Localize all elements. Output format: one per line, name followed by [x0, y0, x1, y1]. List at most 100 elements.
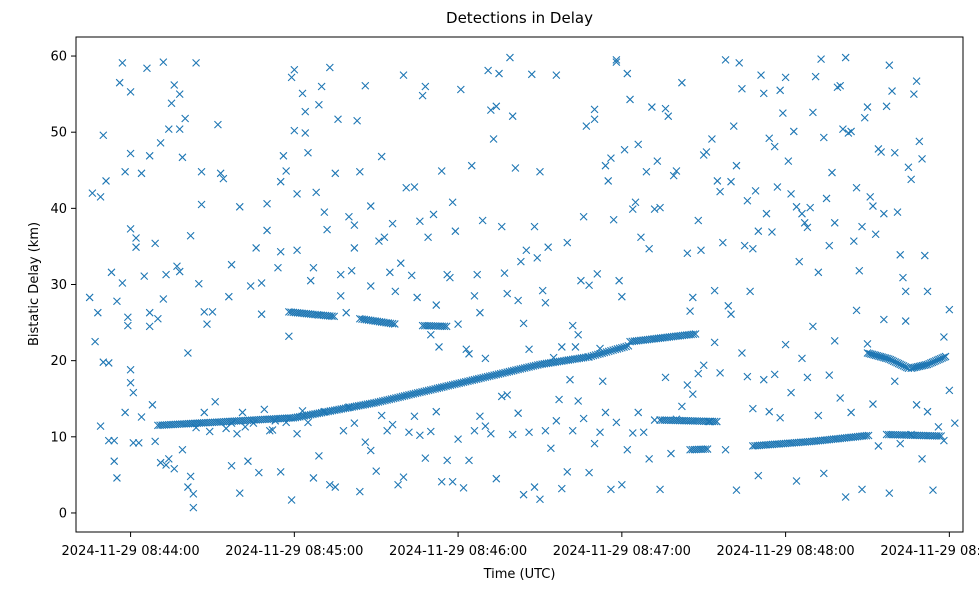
data-point [541, 298, 550, 307]
data-point [429, 210, 438, 219]
data-point [347, 266, 356, 275]
data-point [175, 267, 184, 276]
data-point [380, 233, 389, 242]
data-point [301, 107, 310, 116]
data-point [91, 337, 99, 346]
data-point [702, 148, 711, 156]
data-point [541, 426, 550, 435]
x-tick-label: 2024-11-29 08:48:00 [717, 544, 855, 559]
data-point [481, 422, 490, 431]
data-point [623, 445, 632, 454]
data-point [170, 464, 179, 473]
data-point [470, 426, 479, 435]
data-point [623, 69, 632, 78]
y-tick-label: 0 [59, 506, 67, 521]
data-point [361, 438, 370, 447]
data-point [435, 343, 443, 351]
data-point [622, 342, 631, 351]
data-point [855, 266, 864, 275]
data-point [770, 370, 779, 379]
data-point [233, 429, 241, 438]
data-point [858, 222, 866, 231]
data-point [746, 287, 755, 296]
data-point [817, 55, 825, 63]
data-point [132, 234, 140, 242]
data-point [227, 260, 236, 269]
data-point [402, 183, 411, 192]
data-point [437, 477, 446, 486]
data-point [325, 480, 334, 489]
data-point [721, 55, 730, 64]
data-point [781, 340, 790, 349]
data-point [645, 455, 654, 463]
data-point [639, 428, 648, 437]
data-point [852, 183, 861, 192]
data-point [585, 281, 593, 290]
data-point [274, 263, 282, 272]
data-point [486, 106, 495, 114]
data-point [637, 233, 645, 242]
data-point [536, 167, 544, 176]
data-point [164, 125, 173, 134]
data-point [596, 344, 604, 353]
data-point [882, 102, 891, 111]
data-point [467, 161, 476, 170]
data-point [421, 454, 430, 463]
data-point [656, 485, 664, 494]
data-point [552, 71, 561, 79]
data-point [214, 120, 222, 129]
data-point [121, 167, 130, 176]
data-point [129, 388, 138, 397]
data-point [732, 161, 741, 170]
data-point [729, 122, 738, 130]
data-point [945, 305, 954, 314]
data-point [495, 69, 503, 78]
data-point [317, 82, 326, 91]
data-point [145, 151, 154, 160]
data-point [211, 397, 220, 406]
data-point [563, 467, 572, 476]
data-point [642, 167, 651, 176]
data-point [628, 205, 637, 213]
data-point [563, 238, 572, 247]
data-point [189, 503, 198, 512]
data-point [323, 225, 331, 234]
data-point [836, 81, 845, 90]
data-point [703, 445, 712, 453]
data-point [587, 352, 596, 361]
data-point [350, 419, 359, 427]
data-point [170, 81, 179, 89]
data-point [847, 408, 855, 417]
data-point [620, 145, 629, 154]
data-point [858, 485, 866, 494]
data-point [184, 349, 192, 357]
data-point [839, 125, 847, 134]
data-point [863, 103, 872, 111]
y-tick-label: 40 [50, 202, 67, 217]
data-point [151, 239, 160, 248]
data-point [896, 439, 905, 448]
data-point [410, 412, 419, 421]
data-point [153, 314, 162, 323]
data-point [238, 408, 247, 417]
data-point [287, 496, 296, 504]
data-point [121, 408, 130, 417]
data-point [390, 320, 399, 328]
data-point [276, 177, 285, 186]
data-point [667, 449, 675, 458]
data-point [904, 163, 913, 172]
data-point [546, 444, 555, 453]
data-point [615, 276, 624, 285]
data-point [762, 209, 771, 218]
data-point [849, 237, 858, 245]
data-point [809, 108, 817, 117]
data-point [115, 78, 124, 87]
data-point [372, 467, 381, 475]
data-point [306, 276, 315, 285]
data-point [738, 84, 746, 93]
data-point [282, 418, 291, 427]
data-point [555, 395, 563, 404]
data-point [784, 157, 793, 166]
data-point [366, 282, 375, 290]
data-point [328, 312, 336, 321]
